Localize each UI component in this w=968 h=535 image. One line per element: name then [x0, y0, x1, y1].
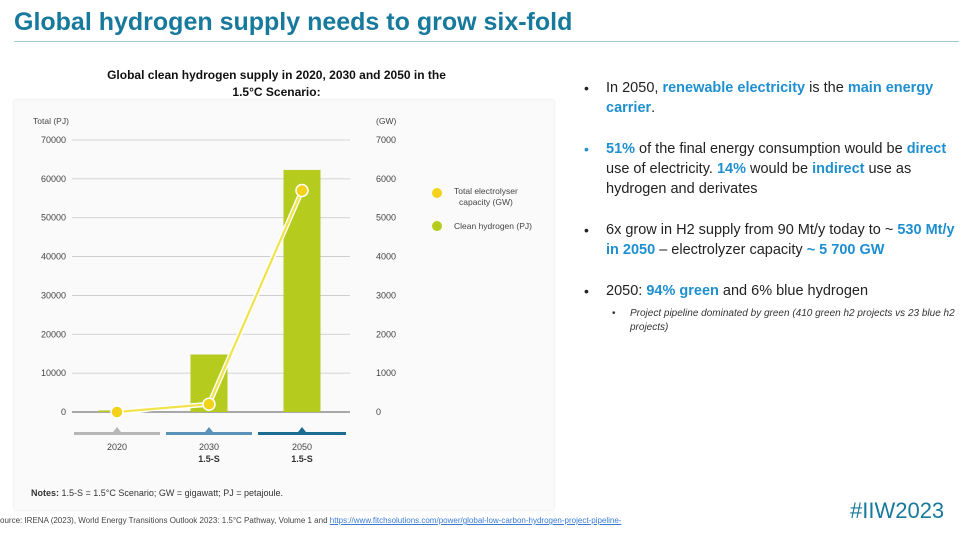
bullet-segment: 530 Mt/y in 2050 — [606, 222, 955, 258]
line-point-2030 — [202, 397, 216, 411]
bullet-3: • 6x grow in H2 supply from 90 Mt/y today… — [580, 220, 955, 260]
y-tick-label: 40000 — [41, 252, 66, 262]
bullet-segment: use of electricity. — [606, 161, 717, 177]
bullet-segment: In 2050, — [606, 80, 663, 96]
bullet-segment: 14% — [716, 161, 746, 177]
slide-title: Global hydrogen supply needs to grow six… — [14, 8, 573, 36]
y2-tick-label: 6000 — [376, 174, 396, 184]
bullet-marker: • — [584, 141, 589, 157]
bullet-segment: ~ 5 700 GW — [806, 242, 885, 258]
title-divider — [14, 41, 959, 42]
bullet-segment: direct — [906, 141, 947, 157]
category-strip — [258, 432, 346, 435]
bullet-segment: indirect — [812, 161, 865, 177]
bullet-text: In 2050, renewable electricity is the ma… — [606, 80, 933, 116]
bullet-text: 6x grow in H2 supply from 90 Mt/y today … — [606, 222, 955, 258]
bullet-segment: . — [651, 100, 656, 116]
line-point-2020 — [110, 405, 124, 419]
bullet-segment: 51% — [606, 141, 636, 157]
bullet-segment: 2050: — [606, 283, 647, 299]
legend-label-hydrogen: Clean hydrogen (PJ) — [454, 221, 532, 231]
bullet-segment: of the final energy consumption would be — [635, 141, 907, 157]
bullet-segment: – electrolyzer capacity — [655, 242, 807, 258]
x-tick-label: 2050 — [292, 442, 312, 452]
category-marker — [113, 427, 121, 432]
y2-tick-label: 2000 — [376, 329, 396, 339]
y2-tick-label: 3000 — [376, 290, 396, 300]
y2-tick-label: 7000 — [376, 135, 396, 145]
sub-bullet-marker: • — [612, 308, 616, 319]
bar-2050 — [283, 169, 321, 412]
x-tick-label: 2020 — [107, 442, 127, 452]
bullet-text: 2050: 94% green and 6% blue hydrogen — [606, 283, 868, 299]
event-hashtag: #IIW2023 — [850, 498, 945, 523]
bullet-text: 51% of the final energy consumption woul… — [606, 141, 946, 197]
bullet-marker: • — [584, 283, 589, 299]
sub-bullet: • Project pipeline dominated by green (41… — [606, 307, 955, 335]
category-strip — [74, 432, 160, 435]
bullet-marker: • — [584, 80, 589, 96]
bullet-segment: is the — [805, 80, 848, 96]
y-tick-label: 10000 — [41, 368, 66, 378]
y-axis-title: Total (PJ) — [33, 116, 69, 126]
category-marker — [205, 427, 213, 432]
source-text: ource: IRENA (2023), World Energy Transi… — [0, 516, 328, 525]
y-tick-label: 0 — [61, 407, 66, 417]
y2-tick-label: 0 — [376, 407, 381, 417]
bullet-4: • 2050: 94% green and 6% blue hydrogen • Pr… — [580, 281, 955, 335]
y-tick-label: 70000 — [41, 135, 66, 145]
source-link[interactable]: https://www.fitchsolutions.com/power/glo… — [329, 516, 622, 525]
source-citation: ource: IRENA (2023), World Energy Transi… — [0, 516, 690, 525]
notes-label: Notes: — [31, 488, 60, 498]
bullet-list: • In 2050, renewable electricity is the m… — [580, 78, 955, 356]
x-tick-label: 2030 — [199, 442, 219, 452]
bullet-marker: • — [584, 222, 589, 238]
chart-notes: Notes: 1.5-S = 1.5°C Scenario; GW = giga… — [31, 488, 283, 498]
y2-tick-label: 5000 — [376, 213, 396, 223]
bullet-segment: main energy carrier — [606, 80, 934, 116]
legend-marker-electrolyser — [432, 188, 442, 198]
y-tick-label: 60000 — [41, 174, 66, 184]
y2-tick-label: 1000 — [376, 368, 396, 378]
bullet-2: • 51% of the final energy consumption wou… — [580, 139, 955, 199]
bullet-segment: 94% green — [646, 283, 719, 299]
x-tick-sublabel: 1.5-S — [291, 454, 313, 464]
bullet-segment: use as hydrogen and derivates — [606, 161, 912, 197]
notes-text: 1.5-S = 1.5°C Scenario; GW = gigawatt; P… — [59, 488, 283, 498]
y2-tick-label: 4000 — [376, 252, 396, 262]
bullet-segment: renewable electricity — [662, 80, 806, 96]
x-tick-sublabel: 1.5-S — [198, 454, 220, 464]
y2-axis-title: (GW) — [376, 116, 396, 126]
category-strip — [166, 432, 252, 435]
chart-title: Global clean hydrogen supply in 2020, 20… — [107, 68, 446, 99]
bullet-segment: would be — [745, 161, 813, 177]
y-tick-label: 30000 — [41, 290, 66, 300]
line-point-2050 — [295, 183, 309, 198]
bullet-segment: and 6% blue hydrogen — [718, 283, 869, 299]
sub-bullet-text: Project pipeline dominated by green (410… — [630, 308, 955, 333]
legend-marker-hydrogen — [432, 221, 442, 231]
bullet-1: • In 2050, renewable electricity is the m… — [580, 78, 955, 118]
category-marker — [298, 427, 306, 432]
y-tick-label: 50000 — [41, 213, 66, 223]
y-tick-label: 20000 — [41, 329, 66, 339]
legend-label-electrolyser: Total electrolyser capacity (GW) — [454, 186, 518, 207]
bullet-segment: 6x grow in H2 supply from 90 Mt/y today … — [606, 222, 898, 238]
